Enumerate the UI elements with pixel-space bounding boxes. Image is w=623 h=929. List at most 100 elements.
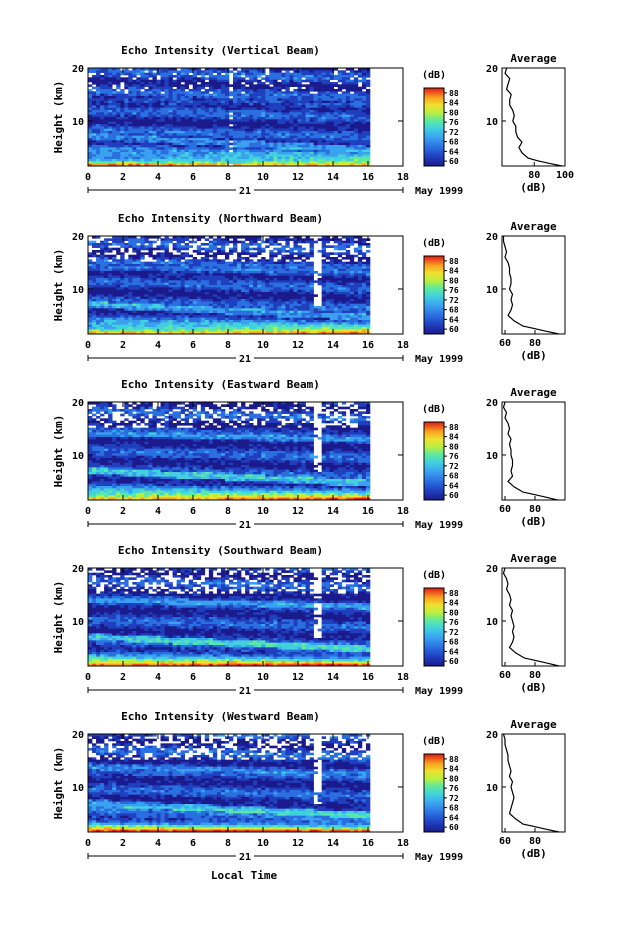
heatmap-image	[88, 402, 371, 501]
y-tick-label: 10	[72, 451, 84, 462]
date-month-year-label: May 1999	[415, 686, 463, 697]
x-tick-label: 18	[397, 672, 409, 683]
panel-3: Echo Intensity (Southward Beam)2010Heigh…	[52, 544, 566, 697]
average-profile-line	[502, 733, 560, 833]
x-tick-label: 6	[190, 838, 196, 849]
colorbar-tick-label: 72	[449, 794, 459, 803]
colorbar-tick-label: 84	[449, 765, 459, 774]
y-tick-label: 20	[72, 232, 84, 243]
x-tick-label: 2	[120, 838, 126, 849]
average-y-tick-label: 10	[486, 117, 498, 128]
plot-frame	[87, 401, 404, 501]
shared-x-axis-label: Local Time	[211, 869, 278, 882]
plot-frame	[87, 567, 404, 667]
average-x-tick-label: 80	[528, 170, 540, 181]
x-tick-label: 10	[257, 172, 269, 183]
colorbar-tick-label: 80	[449, 276, 459, 285]
x-tick-label: 12	[292, 672, 304, 683]
date-day-label: 21	[239, 686, 251, 697]
panel-title: Echo Intensity (Westward Beam)	[121, 710, 320, 723]
y-tick-label: 10	[72, 617, 84, 628]
date-day-bg	[236, 184, 254, 195]
y-tick-label: 20	[72, 564, 84, 575]
colorbar	[423, 87, 445, 167]
average-y-tick-label: 10	[486, 617, 498, 628]
x-tick-label: 0	[85, 506, 91, 517]
average-y-tick-label: 20	[486, 232, 498, 243]
date-month-year-label: May 1999	[415, 520, 463, 531]
colorbar-tick-label: 76	[449, 452, 459, 461]
colorbar-tick-label: 60	[449, 325, 459, 334]
average-x-axis-label: (dB)	[520, 349, 547, 362]
x-tick-label: 2	[120, 506, 126, 517]
x-tick-label: 8	[225, 672, 231, 683]
x-tick-label: 0	[85, 340, 91, 351]
x-tick-label: 6	[190, 172, 196, 183]
average-y-tick-label: 20	[486, 398, 498, 409]
average-frame	[501, 235, 566, 335]
average-title: Average	[510, 552, 557, 565]
date-month-year-label: May 1999	[415, 852, 463, 863]
x-tick-label: 12	[292, 172, 304, 183]
y-tick-label: 20	[72, 398, 84, 409]
colorbar-tick-label: 76	[449, 286, 459, 295]
average-y-tick-label: 10	[486, 783, 498, 794]
colorbar-tick-label: 88	[449, 589, 459, 598]
panel-title: Echo Intensity (Eastward Beam)	[121, 378, 320, 391]
colorbar-tick-label: 64	[449, 647, 459, 656]
date-month-year-label: May 1999	[415, 186, 463, 197]
x-tick-label: 4	[155, 672, 161, 683]
average-x-tick-label: 80	[529, 338, 541, 349]
heatmap-image	[88, 568, 371, 667]
average-y-tick-label: 10	[486, 285, 498, 296]
colorbar-tick-label: 84	[449, 99, 459, 108]
plot-frame	[87, 235, 404, 335]
panel-4: Echo Intensity (Westward Beam)2010Height…	[52, 710, 566, 863]
x-tick-label: 2	[120, 172, 126, 183]
plot-frame	[87, 67, 404, 167]
x-tick-label: 10	[257, 506, 269, 517]
colorbar-tick-label: 64	[449, 147, 459, 156]
colorbar	[423, 587, 445, 667]
date-day-label: 21	[239, 354, 251, 365]
average-x-tick-label: 80	[529, 504, 541, 515]
panel-2: Echo Intensity (Eastward Beam)2010Height…	[52, 378, 566, 531]
x-tick-label: 14	[327, 506, 339, 517]
average-x-tick-label: 80	[529, 836, 541, 847]
colorbar-tick-label: 76	[449, 618, 459, 627]
x-tick-label: 10	[257, 838, 269, 849]
plot-frame	[87, 733, 404, 833]
colorbar-tick-label: 60	[449, 657, 459, 666]
x-tick-label: 8	[225, 172, 231, 183]
colorbar-unit-label: (dB)	[422, 404, 446, 415]
colorbar-tick-label: 64	[449, 315, 459, 324]
date-month-year-label: May 1999	[415, 354, 463, 365]
x-tick-label: 6	[190, 506, 196, 517]
x-tick-label: 16	[362, 838, 374, 849]
x-tick-label: 18	[397, 838, 409, 849]
colorbar	[423, 753, 445, 833]
average-title: Average	[510, 220, 557, 233]
x-tick-label: 2	[120, 672, 126, 683]
average-title: Average	[510, 386, 557, 399]
x-tick-label: 14	[327, 172, 339, 183]
x-tick-label: 10	[257, 340, 269, 351]
x-tick-label: 10	[257, 672, 269, 683]
colorbar-tick-label: 80	[449, 608, 459, 617]
average-x-axis-label: (dB)	[520, 847, 547, 860]
date-day-bg	[236, 518, 254, 529]
colorbar-tick-label: 68	[449, 138, 459, 147]
x-tick-label: 0	[85, 838, 91, 849]
average-y-tick-label: 20	[486, 64, 498, 75]
average-x-tick-label: 60	[499, 670, 511, 681]
colorbar-tick-label: 60	[449, 491, 459, 500]
average-title: Average	[510, 52, 557, 65]
colorbar-tick-label: 68	[449, 804, 459, 813]
colorbar	[423, 255, 445, 335]
y-tick-label: 10	[72, 117, 84, 128]
colorbar-tick-label: 68	[449, 638, 459, 647]
date-day-label: 21	[239, 852, 251, 863]
colorbar-unit-label: (dB)	[422, 570, 446, 581]
x-tick-label: 14	[327, 340, 339, 351]
colorbar-unit-label: (dB)	[422, 736, 446, 747]
